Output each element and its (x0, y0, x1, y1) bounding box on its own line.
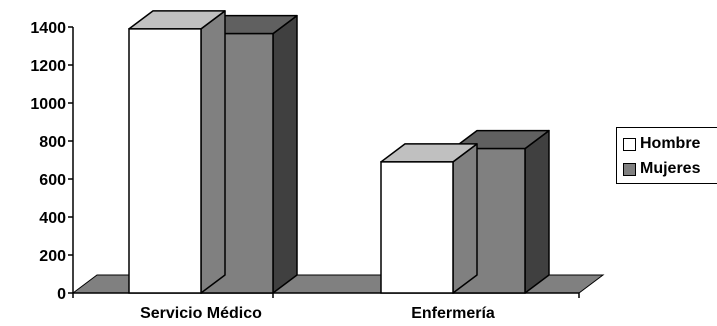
y-tick-label: 800 (39, 134, 66, 151)
legend-label-hombre: Hombre (640, 135, 701, 152)
bar-mujeres-0-side (272, 14, 298, 294)
bar-hombre-0 (128, 28, 202, 294)
legend-item-hombre: Hombre (623, 134, 700, 154)
legend: Hombre Mujeres (616, 127, 717, 184)
legend-item-mujeres: Mujeres (623, 159, 700, 179)
chart-bars (128, 10, 550, 294)
legend-swatch-mujeres (623, 162, 636, 176)
chart-labels: 0 200 400 600 800 1000 1200 1400 Servicio Médico… (30, 20, 494, 322)
y-tick-label: 1200 (30, 58, 66, 75)
y-tick-label: 200 (39, 248, 66, 265)
y-tick-label: 400 (39, 210, 66, 227)
y-tick-label: 1000 (30, 96, 66, 113)
legend-label-mujeres: Mujeres (640, 160, 701, 177)
bar-hombre-0-side (200, 10, 226, 294)
y-tick-label: 600 (39, 172, 66, 189)
legend-swatch-hombre (623, 137, 636, 151)
y-tick-label: 1400 (30, 20, 66, 37)
y-tick-label: 0 (57, 286, 66, 303)
bar-hombre-1-side (452, 143, 478, 294)
bar-hombre-1 (380, 161, 454, 294)
x-category-label: Servicio Médico (140, 305, 262, 322)
bar-mujeres-1-side (524, 129, 550, 294)
x-category-label: Enfermería (411, 305, 495, 322)
